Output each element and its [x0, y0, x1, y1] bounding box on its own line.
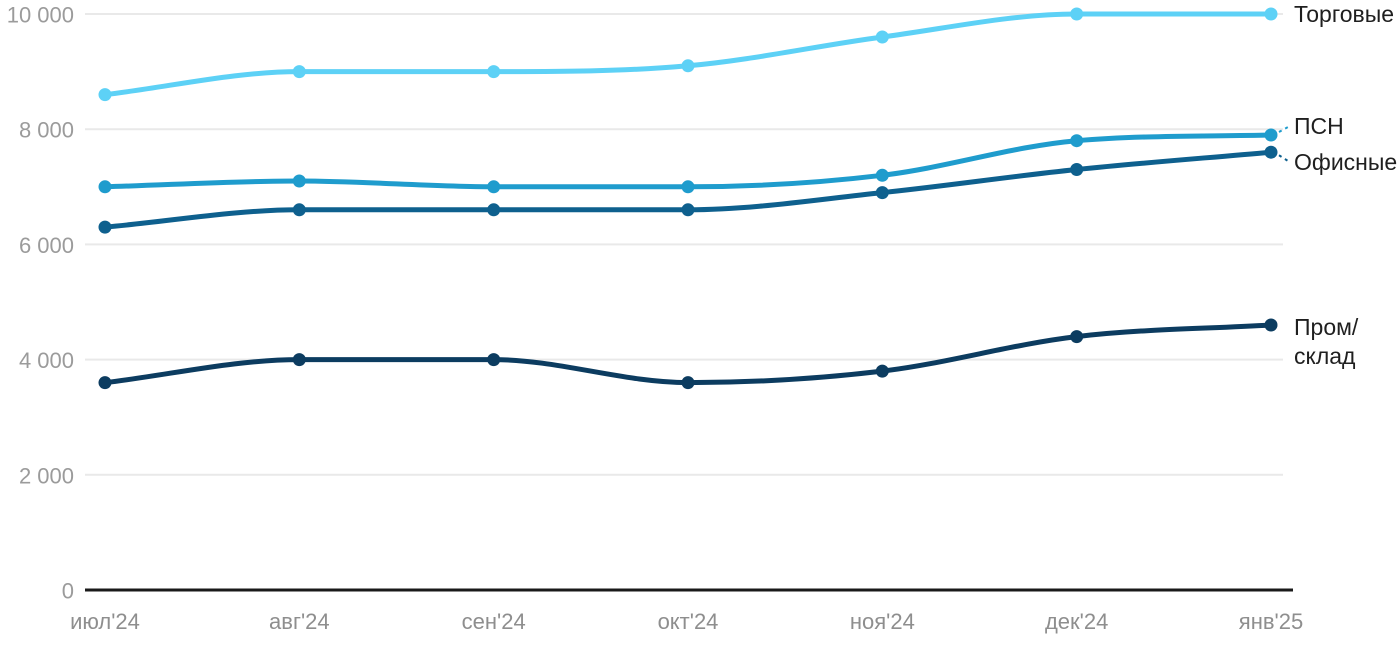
- series-point-retail-6[interactable]: [1264, 7, 1278, 21]
- series-point-prom-sklad-4[interactable]: [875, 364, 889, 378]
- x-tick-label: дек'24: [1045, 609, 1108, 634]
- series-point-office-3[interactable]: [681, 203, 695, 217]
- y-tick-label: 6 000: [19, 233, 74, 258]
- x-tick-label: июл'24: [70, 609, 140, 634]
- series-point-psn-1[interactable]: [292, 174, 306, 188]
- series-line-psn: [102, 132, 1274, 190]
- series-line-prom-sklad: [102, 322, 1274, 386]
- series-point-office-4[interactable]: [875, 186, 889, 200]
- series-point-retail-4[interactable]: [875, 30, 889, 44]
- series-point-prom-sklad-6[interactable]: [1264, 318, 1278, 332]
- series-point-retail-5[interactable]: [1070, 7, 1084, 21]
- series-label-prom-sklad: склад: [1294, 343, 1356, 369]
- series-point-prom-sklad-0[interactable]: [98, 376, 112, 390]
- series-line-retail: [102, 11, 1274, 98]
- y-tick-label: 0: [62, 579, 74, 604]
- series-label-connector-office: [1278, 154, 1291, 164]
- series-point-psn-2[interactable]: [487, 180, 501, 194]
- series-point-retail-2[interactable]: [487, 65, 501, 79]
- series-label-psn: ПСН: [1294, 113, 1344, 139]
- series-point-office-6[interactable]: [1264, 145, 1278, 159]
- x-tick-label: янв'25: [1239, 609, 1303, 634]
- y-tick-label: 4 000: [19, 348, 74, 373]
- series-point-prom-sklad-2[interactable]: [487, 353, 501, 367]
- series-point-psn-3[interactable]: [681, 180, 695, 194]
- series-point-prom-sklad-1[interactable]: [292, 353, 306, 367]
- series-point-psn-4[interactable]: [875, 168, 889, 182]
- series-point-retail-3[interactable]: [681, 59, 695, 73]
- series-point-psn-6[interactable]: [1264, 128, 1278, 142]
- series-point-retail-0[interactable]: [98, 88, 112, 102]
- series-point-office-1[interactable]: [292, 203, 306, 217]
- x-tick-label: сен'24: [462, 609, 526, 634]
- y-tick-label: 2 000: [19, 463, 74, 488]
- x-tick-label: авг'24: [269, 609, 330, 634]
- series-label-office: Офисные: [1294, 149, 1397, 175]
- y-tick-label: 10 000: [7, 3, 74, 28]
- series-point-retail-1[interactable]: [292, 65, 306, 79]
- x-tick-label: ноя'24: [850, 609, 915, 634]
- series-point-prom-sklad-3[interactable]: [681, 376, 695, 390]
- series-point-office-2[interactable]: [487, 203, 501, 217]
- x-tick-label: окт'24: [658, 609, 719, 634]
- series-point-office-5[interactable]: [1070, 163, 1084, 176]
- series-label-connector-psn: [1278, 125, 1291, 133]
- series-label-retail: Торговые: [1294, 1, 1394, 27]
- series-point-office-0[interactable]: [98, 220, 112, 234]
- series-point-psn-0[interactable]: [98, 180, 112, 194]
- y-tick-label: 8 000: [19, 118, 74, 143]
- series-point-prom-sklad-5[interactable]: [1070, 330, 1084, 344]
- series-label-prom-sklad: Пром/: [1294, 314, 1359, 340]
- series-point-psn-5[interactable]: [1070, 134, 1084, 148]
